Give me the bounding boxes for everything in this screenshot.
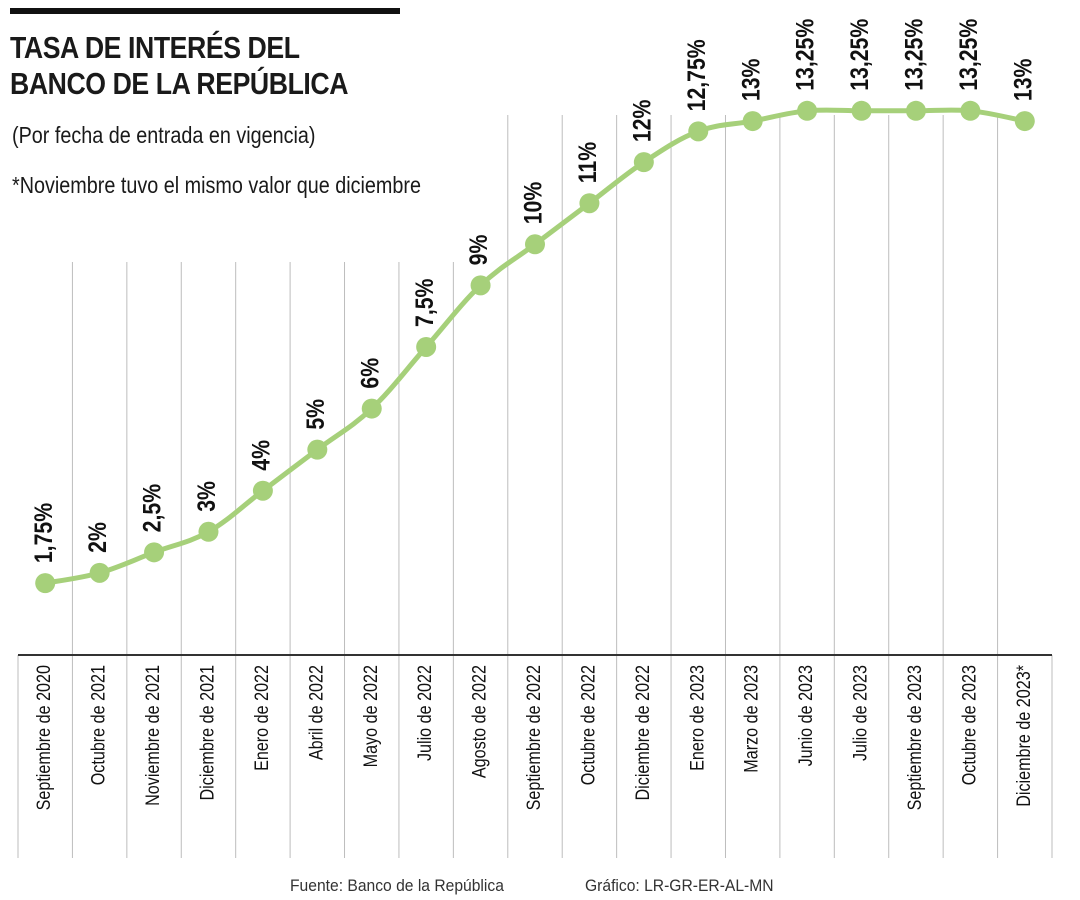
data-point [960,100,981,121]
gridlines [17,115,1053,858]
title-rule [10,8,400,14]
value-label: 2,5% [138,484,166,532]
x-tick-label: Julio de 2023 [849,665,871,761]
x-tick-labels: Septiembre de 2020 Octubre de 2021 Noviemb… [33,665,1034,811]
x-tick-label: Septiembre de 2023 [904,665,926,811]
chart-title-line-2: BANCO DE LA REPÚBLICA [10,66,349,101]
value-label: 11% [573,142,601,183]
data-point [470,275,491,296]
data-point [742,111,763,132]
data-point [1014,111,1035,132]
value-labels: 1,75% 2% 2,5% 3% 4% 5% 6% 7,5% 9% 10% 11% 12% 12,75%… [29,19,1037,563]
x-tick-label: Mayo de 2022 [360,665,382,767]
data-point [307,439,328,460]
x-tick-label: Septiembre de 2020 [33,665,55,811]
value-label: 4% [247,440,275,471]
value-label: 13% [1009,59,1037,102]
value-label: 6% [356,358,384,389]
x-tick-label: Octubre de 2023 [958,665,980,785]
x-tick-label: Septiembre de 2022 [523,665,545,810]
x-tick-label: Abril de 2022 [305,665,327,760]
chart-subtitle: (Por fecha de entrada en vigencia) [12,122,316,148]
chart-title: TASA DE INTERÉS DEL BANCO DE LA REPÚBLIC… [10,30,348,102]
data-point [579,193,600,214]
chart-title-line-1: TASA DE INTERÉS DEL [10,30,300,65]
x-tick-label: Julio de 2022 [414,665,436,761]
data-point [797,100,818,121]
source-text: Fuente: Banco de la República [290,876,504,895]
value-label: 13,25% [845,19,873,91]
x-tick-label: Diciembre de 2022 [632,665,654,800]
x-tick-label: Agosto de 2022 [468,665,490,778]
value-label: 5% [301,399,329,430]
data-point [905,100,926,121]
value-label: 13,25% [900,19,928,91]
data-point [525,234,545,255]
data-point [416,336,437,357]
x-tick-label: Octubre de 2022 [577,665,599,785]
value-label: 13,25% [791,19,819,91]
value-label: 12% [628,100,656,143]
chart-note: *Noviembre tuvo el mismo valor que dicie… [12,172,421,198]
value-label: 3% [192,481,220,512]
value-label: 7,5% [410,279,438,327]
x-tick-label: Enero de 2023 [686,665,708,771]
x-tick-label: Octubre de 2021 [87,665,109,785]
x-tick-label: Junio de 2023 [795,665,817,767]
value-label: 13,25% [954,19,982,91]
x-tick-label: Noviembre de 2021 [142,665,164,806]
data-point [198,521,219,542]
credit-text: Gráfico: LR-GR-ER-AL-MN [585,876,774,895]
x-tick-label: Diciembre de 2021 [196,665,218,800]
data-point [688,121,709,142]
data-point [633,152,654,173]
x-tick-label: Diciembre de 2023* [1013,665,1035,807]
data-point [35,573,56,594]
data-point [851,100,872,121]
value-label: 1,75% [29,503,57,563]
value-label: 9% [465,235,493,266]
value-label: 12,75% [682,39,710,111]
data-point [89,562,110,583]
x-tick-label: Enero de 2022 [251,665,273,771]
value-label: 10% [519,182,547,225]
data-point [361,398,382,419]
data-points [35,100,1035,594]
value-label: 13% [737,59,765,102]
x-tick-label: Marzo de 2023 [740,665,762,773]
value-label: 2% [84,522,112,553]
data-point [144,542,165,563]
data-point [252,480,273,501]
